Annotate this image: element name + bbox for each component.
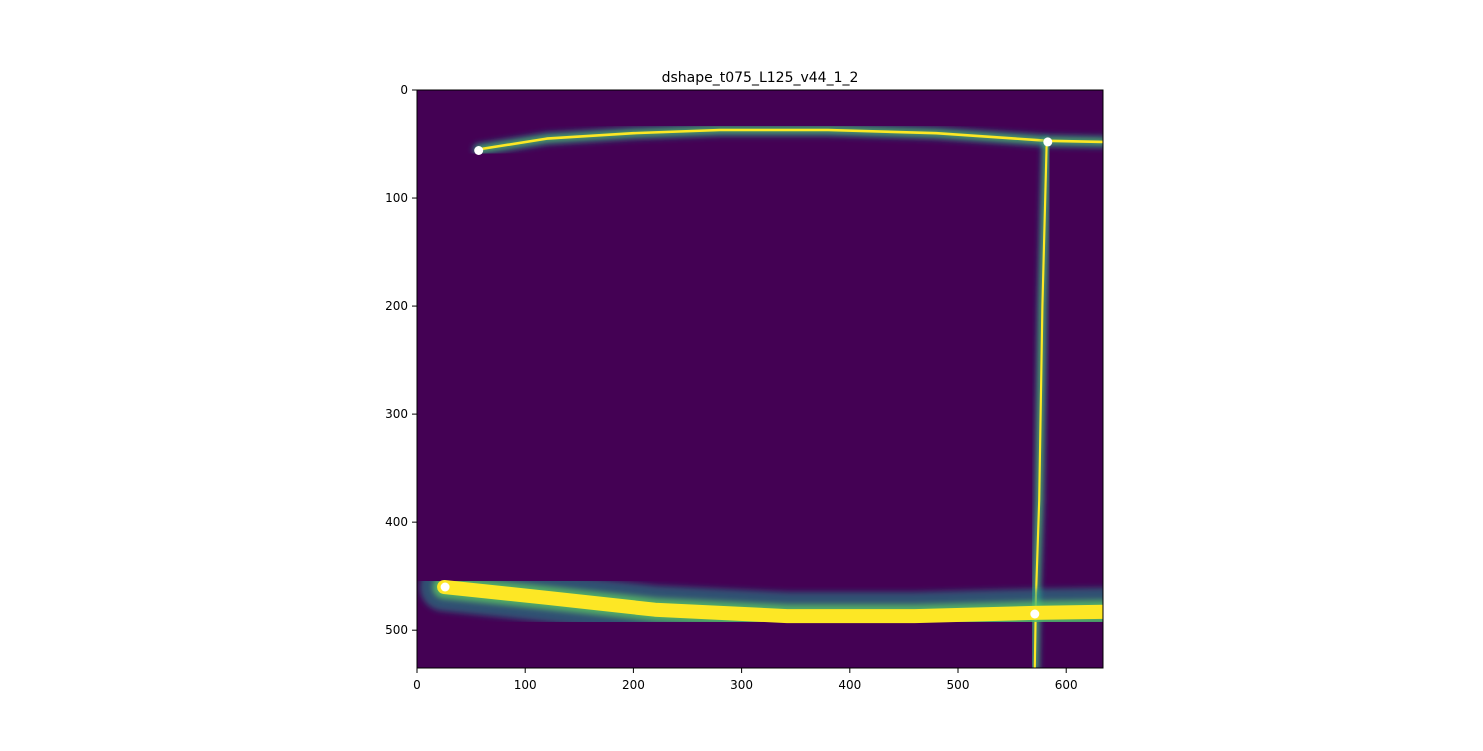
marker-point-1 [474,146,484,155]
markers [440,137,1053,619]
x-tick-label: 0 [413,678,421,692]
axes-frame [416,89,1104,669]
x-tick-label: 600 [1055,678,1078,692]
marker-point-2 [1043,137,1053,147]
top-streak-core [477,128,1103,151]
y-tick-label: 100 [385,191,408,205]
x-tick-label: 200 [622,678,645,692]
x-tick-label: 400 [838,678,861,692]
y-tick-label: 300 [385,407,408,421]
y-tick-label: 200 [385,299,408,313]
x-tick-label: 100 [514,678,537,692]
y-axis: 0 100 200 300 400 500 [385,83,417,637]
y-tick-label: 0 [400,83,408,97]
x-tick-label: 300 [730,678,753,692]
y-tick-label: 400 [385,515,408,529]
marker-point-4 [1030,609,1040,619]
marker-point-3 [440,582,450,592]
y-tick-label: 500 [385,623,408,637]
chart-title: dshape_t075_L125_v44_1_2 [662,70,859,86]
x-tick-label: 500 [947,678,970,692]
x-axis: 0 100 200 300 400 500 600 [413,668,1078,692]
heatmap-background [417,90,1103,668]
